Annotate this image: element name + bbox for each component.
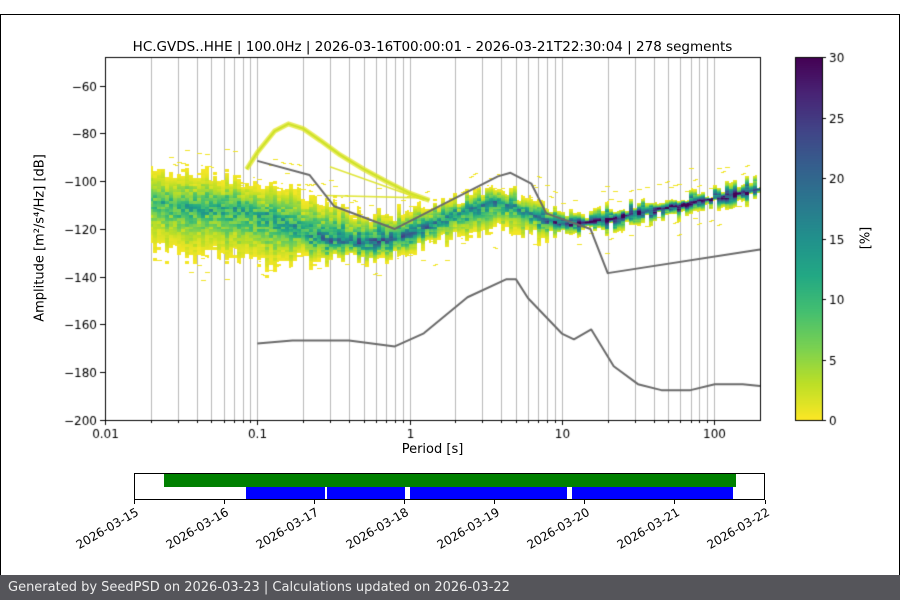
- timeline-tick: [223, 500, 225, 504]
- timeline-tick: [584, 500, 586, 504]
- timeline-date-label: 2026-03-20: [524, 505, 592, 552]
- coverage-timeline: [134, 473, 765, 500]
- timeline-date-label: 2026-03-15: [73, 505, 141, 552]
- timeline-date-label: 2026-03-18: [344, 505, 412, 552]
- coverage-segment-span: [163, 474, 736, 487]
- coverage-segment-data: [327, 486, 406, 499]
- timeline-tick: [403, 500, 405, 504]
- timeline-date-label: 2026-03-22: [704, 505, 772, 552]
- timeline-tick: [674, 500, 676, 504]
- ppsd-plot-canvas: [0, 0, 900, 470]
- coverage-segment-data: [572, 486, 733, 499]
- timeline-date-label: 2026-03-19: [434, 505, 502, 552]
- x-axis-label: Period [s]: [401, 442, 464, 457]
- timeline-date-label: 2026-03-16: [163, 505, 232, 552]
- coverage-segment-data: [245, 486, 325, 499]
- footer-status-bar: Generated by SeedPSD on 2026-03-23 | Cal…: [0, 575, 900, 600]
- timeline-tick: [494, 500, 496, 504]
- timeline-tick: [313, 500, 315, 504]
- timeline-tick: [133, 500, 135, 504]
- plot-title: HC.GVDS..HHE | 100.0Hz | 2026-03-16T00:0…: [132, 39, 733, 55]
- y-axis-label: Amplitude [m²/s⁴/Hz] [dB]: [32, 154, 48, 322]
- coverage-segment-data: [409, 486, 568, 499]
- timeline-date-label: 2026-03-17: [253, 505, 322, 552]
- timeline-date-label: 2026-03-21: [614, 505, 682, 552]
- colorbar-label: [%]: [858, 226, 874, 250]
- timeline-tick: [764, 500, 766, 504]
